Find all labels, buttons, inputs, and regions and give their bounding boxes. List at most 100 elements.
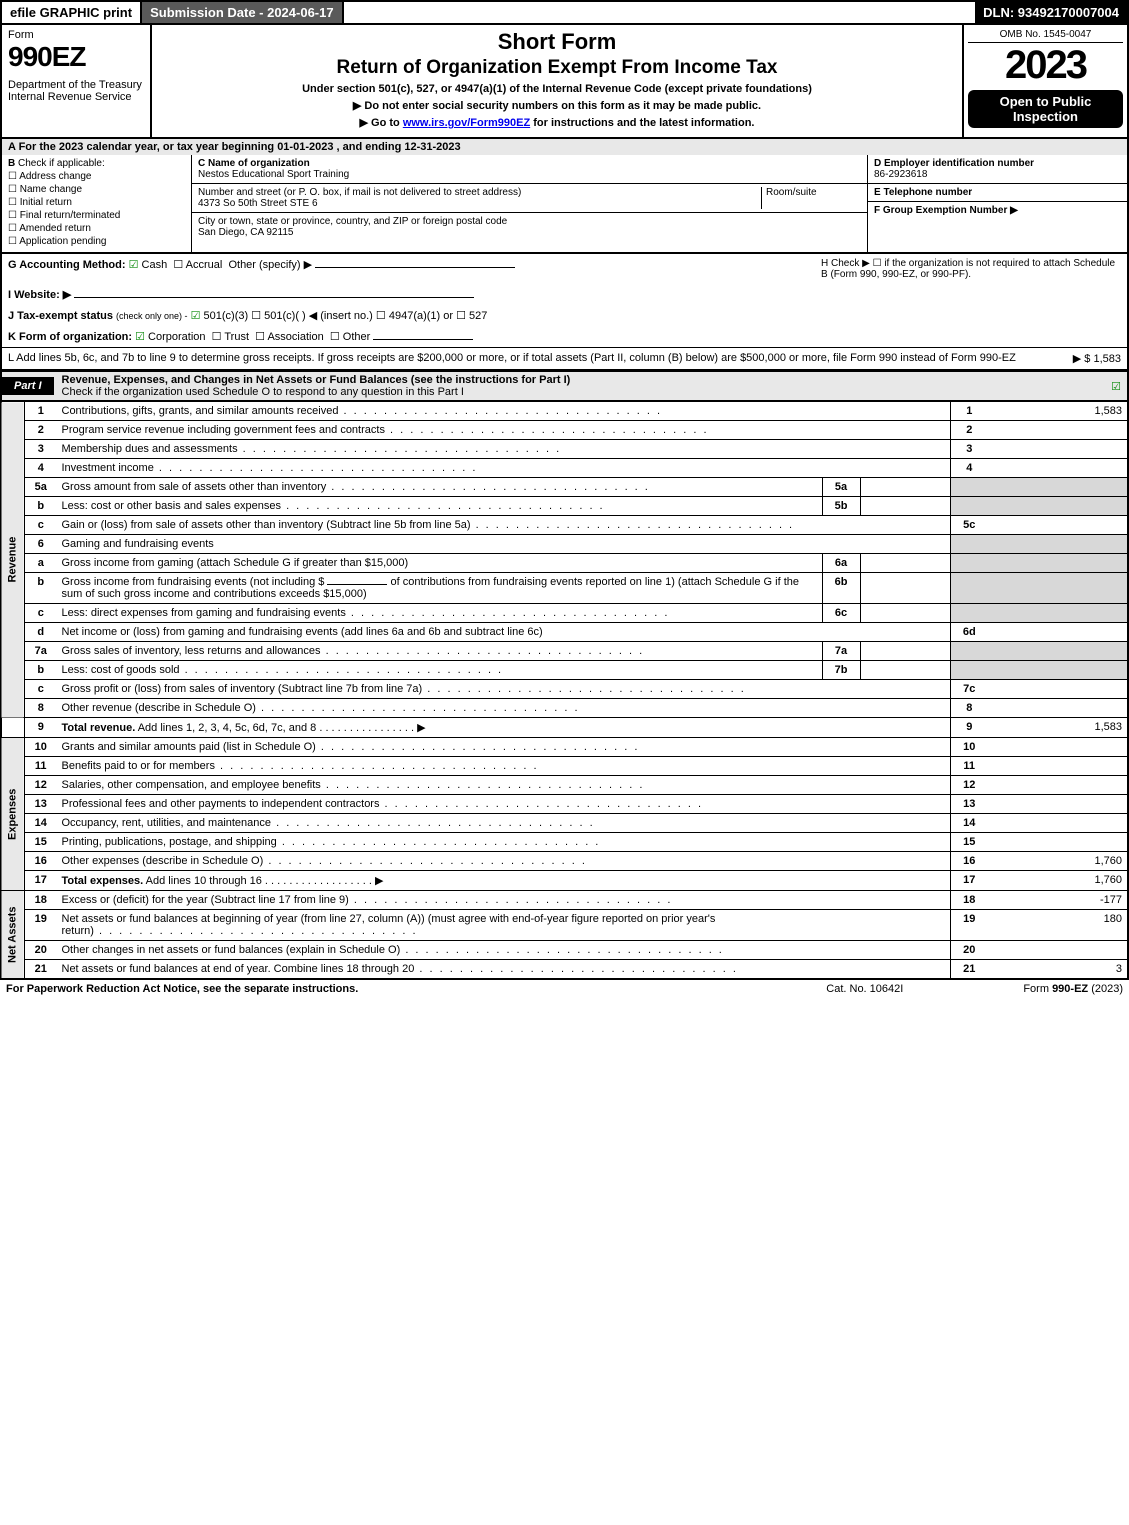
ln7a-grey xyxy=(950,642,988,661)
ln20-val xyxy=(988,941,1128,960)
form-number: 990EZ xyxy=(8,41,144,73)
chk-amended-return[interactable]: Amended return xyxy=(8,223,185,234)
other-specify-line[interactable] xyxy=(315,267,515,268)
ln21-desc: Net assets or fund balances at end of ye… xyxy=(62,963,738,975)
ln6c-grey xyxy=(950,604,988,623)
rev-side-end xyxy=(1,718,25,738)
org-name-label: C Name of organization xyxy=(198,158,861,169)
row-k-org-form: K Form of organization: Corporation Trus… xyxy=(0,326,1129,348)
part1-schedule-o-check[interactable] xyxy=(1105,378,1127,395)
ln6b-desc: Gross income from fundraising events (no… xyxy=(57,573,823,604)
ln15-desc: Printing, publications, postage, and shi… xyxy=(62,836,601,848)
chk-cash[interactable]: Cash xyxy=(129,259,168,271)
other-specify: Other (specify) ▶ xyxy=(228,259,312,271)
omb-number: OMB No. 1545-0047 xyxy=(968,29,1123,43)
header-mid: Short Form Return of Organization Exempt… xyxy=(152,25,962,137)
ln11-num: 11 xyxy=(25,757,57,776)
public-inspection: Open to Public Inspection xyxy=(968,90,1123,128)
ln17-num: 17 xyxy=(25,871,57,891)
part1-check-text: Check if the organization used Schedule … xyxy=(62,386,464,398)
chk-527[interactable]: 527 xyxy=(456,310,487,322)
city-row: City or town, state or province, country… xyxy=(192,213,867,241)
ln13-val xyxy=(988,795,1128,814)
l-text: L Add lines 5b, 6c, and 7b to line 9 to … xyxy=(8,352,1063,365)
org-name: Nestos Educational Sport Training xyxy=(198,169,861,180)
chk-other-org[interactable]: Other xyxy=(330,331,370,343)
ln6c-subval xyxy=(860,604,950,623)
ln6b-amount-line[interactable] xyxy=(327,584,387,585)
ln6b-greyval xyxy=(988,573,1128,604)
website-line[interactable] xyxy=(74,297,474,298)
ln5c-tot-num: 5c xyxy=(950,516,988,535)
ln2-tot-num: 2 xyxy=(950,421,988,440)
ln7b-sub: 7b xyxy=(822,661,860,680)
chk-initial-return[interactable]: Initial return xyxy=(8,197,185,208)
chk-trust[interactable]: Trust xyxy=(212,331,249,343)
chk-address-change[interactable]: Address change xyxy=(8,171,185,182)
ln12-tot-num: 12 xyxy=(950,776,988,795)
ln20-num: 20 xyxy=(25,941,57,960)
revenue-side-label: Revenue xyxy=(1,402,25,718)
ln5a-sub: 5a xyxy=(822,478,860,497)
form-header: Form 990EZ Department of the Treasury In… xyxy=(0,25,1129,139)
g-label: G Accounting Method: xyxy=(8,259,126,271)
ln12-val xyxy=(988,776,1128,795)
ln5c-val xyxy=(988,516,1128,535)
ln14-desc: Occupancy, rent, utilities, and maintena… xyxy=(62,817,595,829)
chk-name-change[interactable]: Name change xyxy=(8,184,185,195)
ln4-val xyxy=(988,459,1128,478)
ln9-tot-num: 9 xyxy=(950,718,988,738)
chk-corporation[interactable]: Corporation xyxy=(135,331,205,343)
accounting-method: G Accounting Method: Cash Accrual Other … xyxy=(8,258,821,280)
ln19-tot-num: 19 xyxy=(950,910,988,941)
chk-501c[interactable]: 501(c)( ) ◀ (insert no.) xyxy=(251,310,373,322)
ln6d-num: d xyxy=(25,623,57,642)
chk-accrual[interactable]: Accrual xyxy=(173,259,222,271)
footer-cat-no: Cat. No. 10642I xyxy=(826,983,903,995)
ln6d-val xyxy=(988,623,1128,642)
submission-date: Submission Date - 2024-06-17 xyxy=(140,2,344,23)
part1-title: Revenue, Expenses, and Changes in Net As… xyxy=(54,372,1106,400)
ln7c-desc: Gross profit or (loss) from sales of inv… xyxy=(62,683,746,695)
chk-4947a1[interactable]: 4947(a)(1) or xyxy=(376,310,453,322)
ln11-desc: Benefits paid to or for members xyxy=(62,760,539,772)
j-sub: (check only one) - xyxy=(116,311,188,321)
ln5a-subval xyxy=(860,478,950,497)
ln16-val: 1,760 xyxy=(988,852,1128,871)
chk-final-return[interactable]: Final return/terminated xyxy=(8,210,185,221)
b-label: B xyxy=(8,158,15,169)
ln5a-grey xyxy=(950,478,988,497)
irs-link[interactable]: www.irs.gov/Form990EZ xyxy=(403,117,530,129)
dln-label: DLN: 93492170007004 xyxy=(975,2,1127,23)
ln21-num: 21 xyxy=(25,960,57,979)
ln19-val: 180 xyxy=(988,910,1128,941)
short-form-title: Short Form xyxy=(160,29,954,55)
ln7b-num: b xyxy=(25,661,57,680)
chk-application-pending[interactable]: Application pending xyxy=(8,236,185,247)
ln16-num: 16 xyxy=(25,852,57,871)
ln5a-num: 5a xyxy=(25,478,57,497)
row-l-gross-receipts: L Add lines 5b, 6c, and 7b to line 9 to … xyxy=(0,348,1129,371)
ln17-desc: Add lines 10 through 16 xyxy=(146,875,262,887)
header-right: OMB No. 1545-0047 2023 Open to Public In… xyxy=(962,25,1127,137)
chk-501c3[interactable]: 501(c)(3) xyxy=(191,310,249,322)
ln6c-greyval xyxy=(988,604,1128,623)
chk-association[interactable]: Association xyxy=(255,331,324,343)
ln5c-num: c xyxy=(25,516,57,535)
ln7a-num: 7a xyxy=(25,642,57,661)
instr-goto: ▶ Go to www.irs.gov/Form990EZ for instru… xyxy=(160,116,954,129)
ln11-val xyxy=(988,757,1128,776)
part1-header: Part I Revenue, Expenses, and Changes in… xyxy=(0,371,1129,402)
ln17-val: 1,760 xyxy=(988,871,1128,891)
ln2-val xyxy=(988,421,1128,440)
ln14-tot-num: 14 xyxy=(950,814,988,833)
ln6a-desc: Gross income from gaming (attach Schedul… xyxy=(57,554,823,573)
ln6b-desc1: Gross income from fundraising events (no… xyxy=(62,576,325,588)
addr-label: Number and street (or P. O. box, if mail… xyxy=(198,187,521,198)
ln6b-sub: 6b xyxy=(822,573,860,604)
other-org-line[interactable] xyxy=(373,339,473,340)
form-label: Form xyxy=(8,29,144,41)
under-section: Under section 501(c), 527, or 4947(a)(1)… xyxy=(160,83,954,95)
ln9-val: 1,583 xyxy=(988,718,1128,738)
ln18-tot-num: 18 xyxy=(950,891,988,910)
